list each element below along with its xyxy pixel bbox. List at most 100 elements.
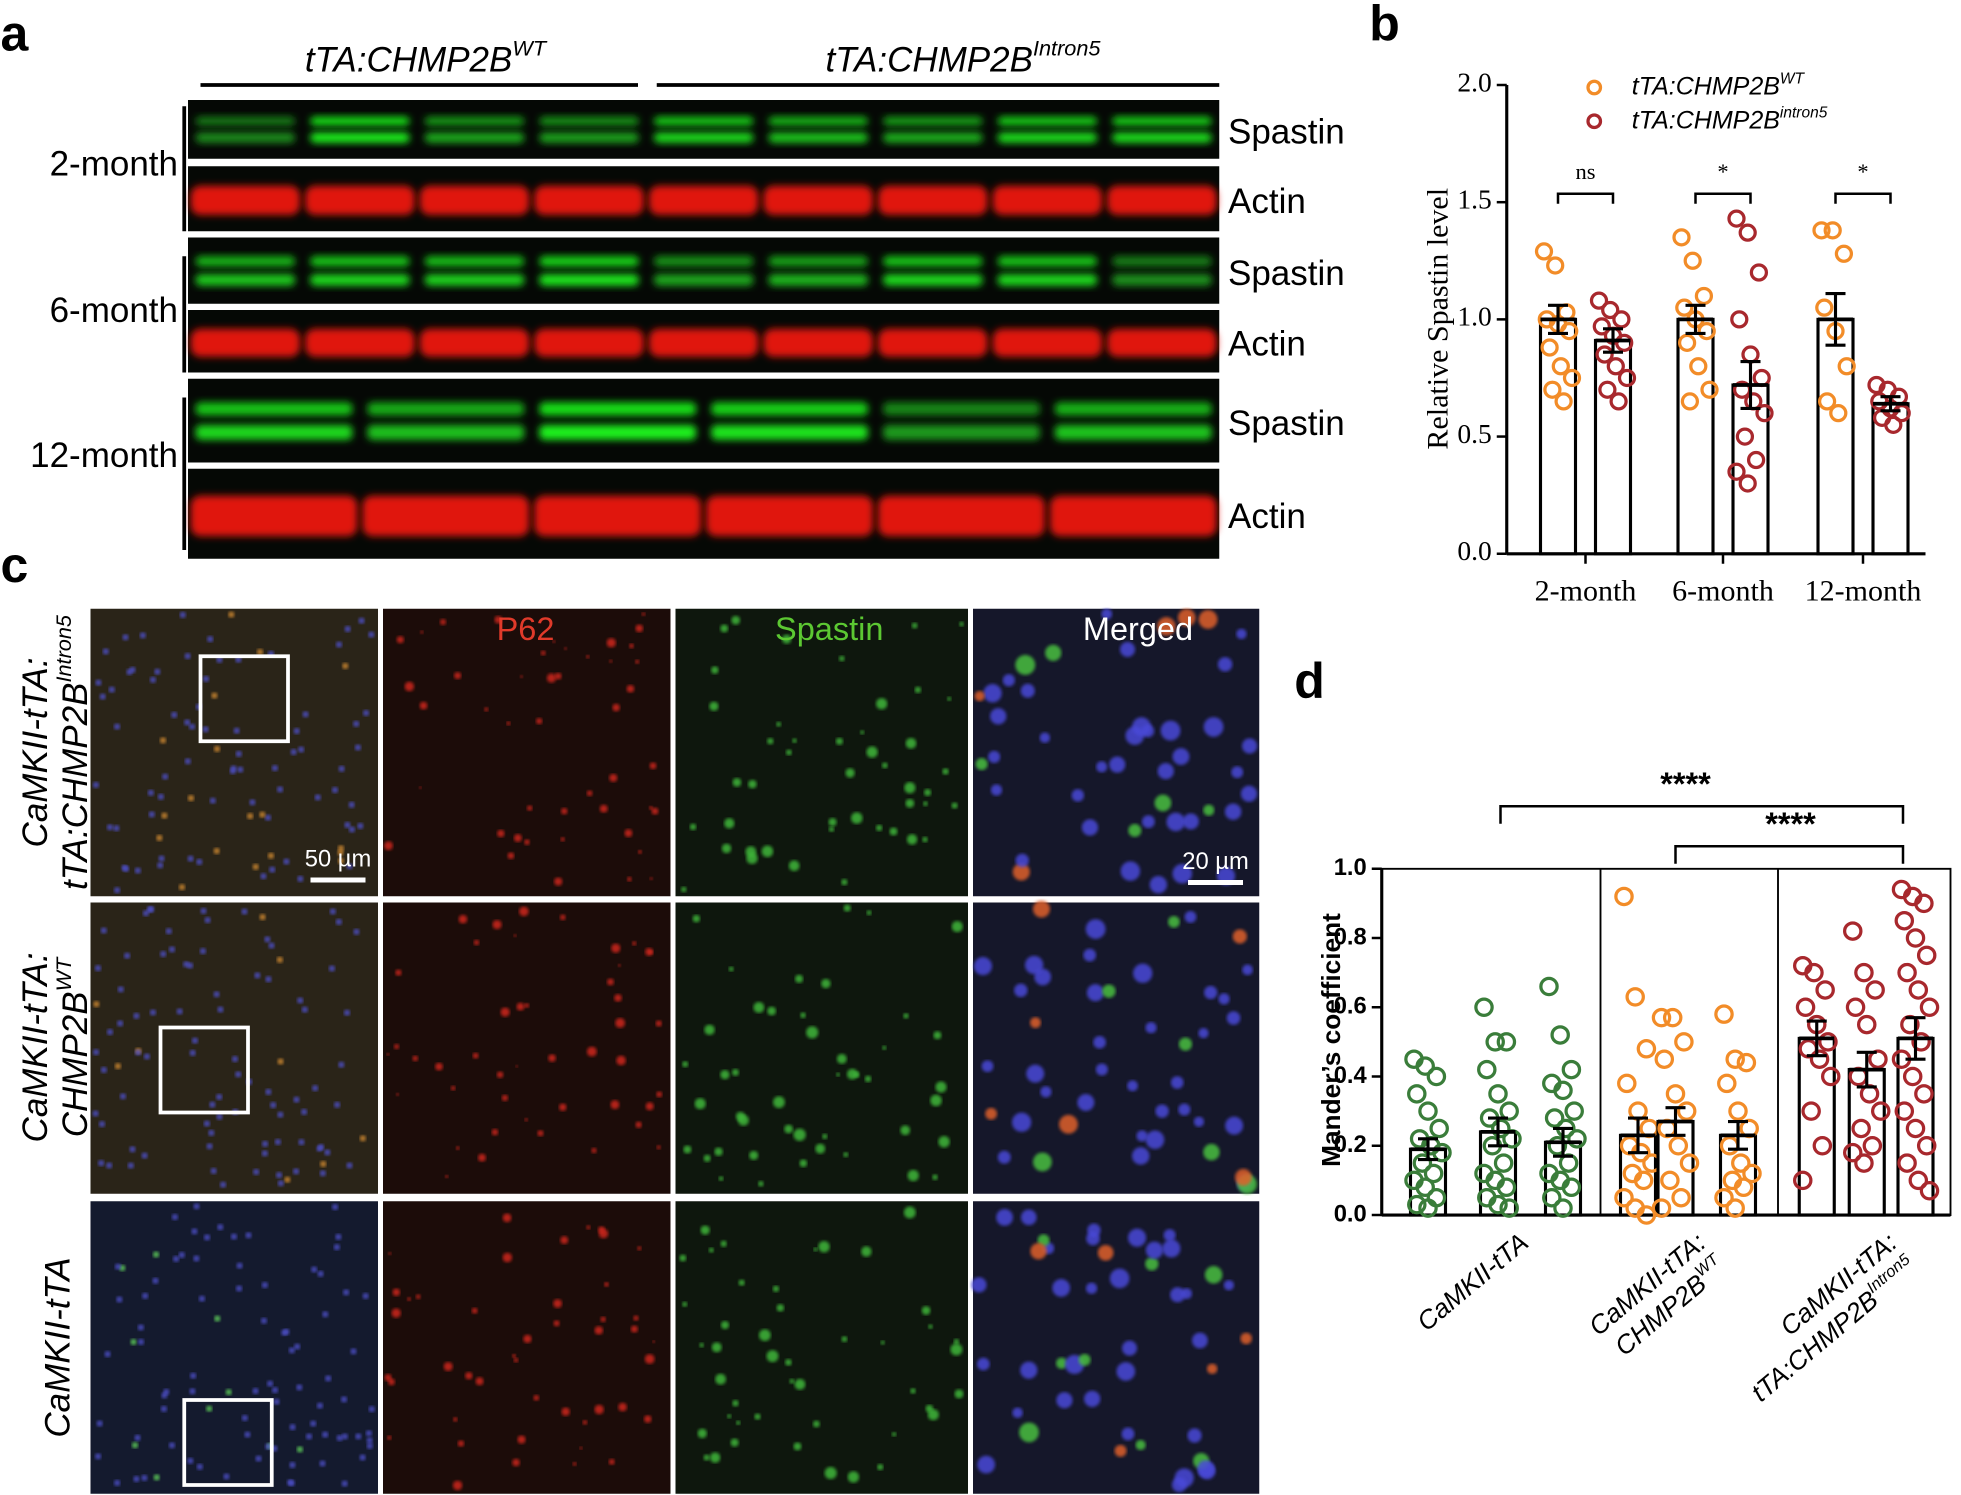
cell	[126, 668, 133, 676]
cell	[92, 1110, 99, 1117]
cell	[435, 1062, 443, 1071]
cell	[1020, 1209, 1037, 1226]
cell	[1232, 929, 1247, 944]
band	[997, 256, 1098, 267]
cell	[724, 818, 735, 829]
cell	[1172, 863, 1193, 884]
cell	[850, 812, 863, 824]
band	[1049, 495, 1217, 537]
cell	[1102, 984, 1116, 998]
cell	[520, 675, 523, 679]
cell	[737, 1114, 749, 1126]
cell	[102, 648, 109, 655]
band	[534, 185, 644, 215]
data-point	[1697, 321, 1716, 341]
cell	[981, 1060, 994, 1073]
cell	[1226, 1011, 1241, 1025]
band	[310, 132, 410, 143]
micrograph	[383, 902, 671, 1194]
cell	[1197, 1460, 1215, 1478]
cell	[1198, 1027, 1209, 1039]
band	[883, 116, 983, 126]
cell	[866, 746, 878, 758]
cell	[1116, 1362, 1136, 1381]
cell	[793, 1442, 802, 1451]
cell	[512, 1353, 517, 1358]
band-label: Actin	[1228, 497, 1306, 536]
cell	[866, 910, 872, 916]
cell	[217, 1224, 224, 1231]
data-point	[1614, 1187, 1634, 1208]
cell	[614, 994, 622, 1002]
cell	[554, 877, 563, 886]
cell	[1145, 1241, 1164, 1259]
cell	[477, 1153, 486, 1162]
band-label: Actin	[1228, 325, 1306, 364]
cell	[329, 908, 336, 915]
cell	[247, 812, 254, 820]
row-label: CaMKII-tTA:	[16, 953, 55, 1143]
band	[195, 256, 296, 267]
cell	[387, 1435, 392, 1440]
data-point	[1415, 1177, 1435, 1198]
data-point	[1738, 223, 1757, 242]
cell	[700, 1225, 710, 1235]
cell	[129, 1146, 136, 1153]
cell	[1181, 1288, 1193, 1300]
cell	[457, 1440, 465, 1447]
timepoint-label: 2-month	[50, 145, 178, 184]
cell	[553, 1320, 560, 1327]
cell	[903, 1013, 909, 1019]
cell	[98, 1160, 105, 1167]
cell	[348, 801, 355, 808]
cell	[342, 662, 349, 670]
cell	[214, 1315, 221, 1322]
band	[878, 185, 988, 215]
band	[362, 495, 530, 537]
cell	[284, 1176, 291, 1183]
data-point	[1908, 980, 1929, 1000]
cell	[1184, 910, 1197, 923]
data-point	[1589, 291, 1609, 310]
cell	[191, 1037, 199, 1044]
band	[1112, 132, 1212, 143]
cell	[492, 919, 502, 930]
cell	[1033, 1152, 1052, 1172]
cell	[229, 768, 236, 775]
band-label: Spastin	[1228, 404, 1345, 443]
data-point	[1612, 310, 1631, 329]
cell	[876, 824, 883, 832]
row-label: CHMP2BWT	[51, 956, 95, 1137]
text-part: tTA:CHMP2B	[1632, 72, 1780, 100]
cell	[523, 1334, 532, 1344]
cell	[322, 1431, 329, 1438]
band	[1112, 256, 1212, 267]
data-point	[1902, 1066, 1923, 1087]
data-point	[1636, 1205, 1657, 1225]
cell	[649, 762, 657, 770]
cell	[191, 1228, 198, 1235]
band	[190, 185, 301, 215]
data-point	[1868, 1049, 1888, 1069]
error-bar	[1873, 395, 1908, 413]
cell	[1177, 608, 1196, 627]
band	[310, 256, 410, 267]
cell	[216, 1113, 223, 1120]
data-point	[1560, 321, 1579, 341]
cell	[187, 1457, 194, 1464]
cell	[256, 648, 264, 656]
data-point	[1755, 404, 1774, 423]
timepoint-label: 6-month	[50, 291, 178, 330]
cell	[134, 1049, 142, 1056]
cell	[1014, 983, 1028, 998]
cell	[475, 1377, 484, 1386]
bar	[1871, 402, 1910, 556]
band	[648, 185, 759, 215]
cell	[1225, 1116, 1244, 1135]
data-point	[1496, 1177, 1517, 1198]
cell	[1127, 1080, 1138, 1092]
cell	[203, 1234, 211, 1241]
cell	[977, 1357, 990, 1371]
band	[419, 185, 530, 215]
cell	[366, 1442, 373, 1450]
